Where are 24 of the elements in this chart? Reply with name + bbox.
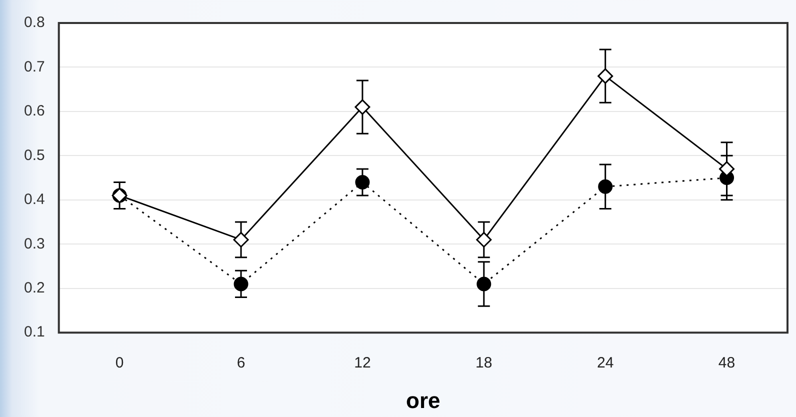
y-tick-label: 0.3 (24, 235, 45, 252)
y-tick-label: 0.4 (24, 191, 45, 208)
y-tick-label: 0.7 (24, 58, 45, 76)
point (354, 99, 370, 115)
x-tick-label: 0 (115, 354, 124, 372)
x-tick-label: 18 (476, 354, 492, 372)
y-tick-label: 0.5 (24, 146, 45, 164)
point (234, 276, 248, 292)
y-tick-label: 0.2 (24, 280, 45, 297)
y-tick-label: 0.6 (24, 102, 45, 120)
point (719, 161, 735, 177)
x-tick-label: 48 (718, 354, 736, 372)
point (355, 174, 370, 190)
point (598, 68, 614, 84)
y-tick-label: 0.1 (24, 324, 45, 341)
x-axis-title: ore (406, 388, 440, 413)
point (476, 276, 492, 292)
x-tick-label: 24 (596, 354, 614, 372)
y-tick-label: 0.8 (24, 14, 45, 32)
point (476, 232, 492, 248)
x-tick-label: 6 (236, 354, 246, 372)
point (233, 232, 249, 248)
x-tick-label: 12 (354, 354, 371, 372)
point (598, 179, 613, 194)
